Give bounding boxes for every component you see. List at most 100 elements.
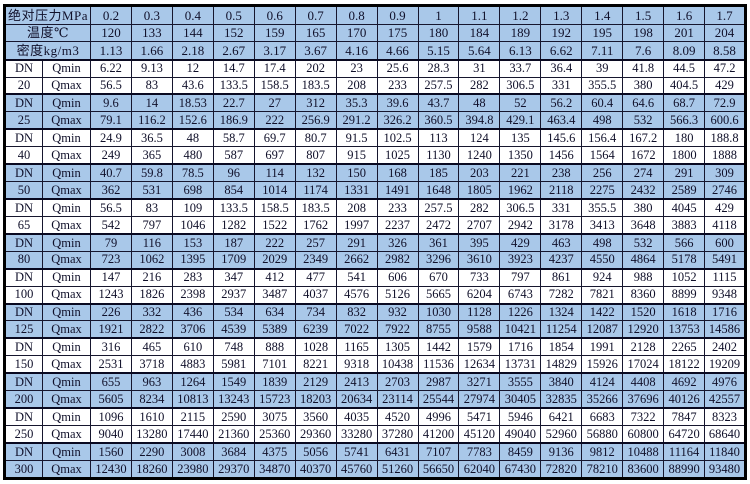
qmax-value-cell: 29370 xyxy=(212,459,255,480)
qmin-value-cell: 216 xyxy=(130,267,173,287)
qmax-value-cell: 5389 xyxy=(253,320,296,339)
qmax-value-cell: 64720 xyxy=(663,424,706,444)
qmax-value-cell: 158.5 xyxy=(253,76,296,95)
dn-number-cell: 100 xyxy=(4,285,43,305)
qmin-value-cell: 1324 xyxy=(540,302,583,322)
pressure-value-cell: 0.3 xyxy=(130,5,173,25)
qmin-value-cell: 1610 xyxy=(130,407,173,426)
qmin-value-cell: 733 xyxy=(458,267,501,287)
qmax-value-cell: 30405 xyxy=(499,390,542,409)
qmin-value-cell: 2590 xyxy=(212,407,255,426)
qmax-value-cell: 2118 xyxy=(540,181,583,200)
qmin-value-cell: 56.2 xyxy=(540,93,583,113)
qmin-value-cell: 11164 xyxy=(663,441,706,461)
pressure-value-cell: 1.4 xyxy=(581,5,624,25)
dn-number-cell: 200 xyxy=(4,390,43,409)
qmin-value-cell: 1549 xyxy=(212,372,255,392)
qmin-value-cell: 116 xyxy=(130,232,173,252)
qmin-value-cell: 347 xyxy=(212,267,255,287)
qmax-value-cell: 9040 xyxy=(90,424,132,444)
qmin-value-cell: 1520 xyxy=(622,302,665,322)
qmax-value-cell: 2589 xyxy=(663,181,706,200)
qmax-value-cell: 25360 xyxy=(253,424,296,444)
qmax-value-cell: 11254 xyxy=(540,320,583,339)
qmin-value-cell: 58.7 xyxy=(212,128,255,148)
qmax-value-cell: 3487 xyxy=(253,285,296,305)
temperature-value-cell: 189 xyxy=(499,23,542,43)
qmin-value-cell: 1128 xyxy=(458,302,501,322)
qmax-value-cell: 2275 xyxy=(581,181,624,200)
qmin-value-cell: 1305 xyxy=(376,337,419,357)
density-value-cell: 5.15 xyxy=(417,41,460,61)
qmax-value-cell: 32835 xyxy=(540,390,583,409)
pressure-value-cell: 1 xyxy=(417,5,460,25)
qmin-value-cell: 306.5 xyxy=(499,197,542,217)
qmin-value-cell: 429 xyxy=(704,197,746,217)
qmin-value-cell: 429 xyxy=(499,232,542,252)
qmin-value-cell: 361 xyxy=(417,232,460,252)
qmin-value-cell: 39 xyxy=(581,58,624,78)
qmin-label-cell: Qmin xyxy=(42,372,91,392)
qmin-value-cell: 2413 xyxy=(335,372,378,392)
qmin-value-cell: 4035 xyxy=(335,407,378,426)
qmin-value-cell: 147 xyxy=(90,267,132,287)
qmin-value-cell: 28.3 xyxy=(417,58,460,78)
qmax-value-cell: 480 xyxy=(171,146,214,165)
pressure-value-cell: 0.7 xyxy=(294,5,337,25)
dn-label-cell: DN xyxy=(4,407,43,426)
qmax-value-cell: 362 xyxy=(90,181,132,200)
qmin-value-cell: 6421 xyxy=(540,407,583,426)
density-value-cell: 5.64 xyxy=(458,41,501,61)
qmax-value-cell: 67430 xyxy=(499,459,542,480)
density-value-cell: 4.16 xyxy=(335,41,378,61)
qmin-value-cell: 932 xyxy=(376,302,419,322)
qmin-value-cell: 64.6 xyxy=(622,93,665,113)
qmin-value-cell: 5741 xyxy=(335,441,378,461)
qmin-value-cell: 17.4 xyxy=(253,58,296,78)
qmax-value-cell: 4550 xyxy=(581,250,624,270)
dn-label-cell: DN xyxy=(4,441,43,461)
qmax-value-cell: 5491 xyxy=(704,250,746,270)
qmax-value-cell: 4118 xyxy=(704,215,746,235)
qmax-value-cell: 249 xyxy=(90,146,132,165)
qmin-value-cell: 187 xyxy=(212,232,255,252)
temperature-value-cell: 159 xyxy=(253,23,296,43)
qmax-value-cell: 45120 xyxy=(458,424,501,444)
qmax-value-cell: 331 xyxy=(540,76,583,95)
density-value-cell: 2.67 xyxy=(212,41,255,61)
dn-label-cell: DN xyxy=(4,163,43,183)
qmax-value-cell: 18203 xyxy=(294,390,337,409)
temperature-value-cell: 133 xyxy=(130,23,173,43)
qmin-value-cell: 80.7 xyxy=(294,128,337,148)
dn20-qmin-row: DN Qmin 6.22 9.13 12 14.7 17.4 202 23 25.6 28.3 31 3… xyxy=(4,58,746,78)
qmax-value-cell: 5981 xyxy=(212,355,255,374)
qmax-value-cell: 8234 xyxy=(130,390,173,409)
qmin-value-cell: 48 xyxy=(171,128,214,148)
qmin-value-cell: 988 xyxy=(622,267,665,287)
qmax-value-cell: 566.3 xyxy=(663,111,706,130)
dn50-qmin-row: DN Qmin 40.7 59.8 78.5 96 114 132 150 168 185 203 22… xyxy=(4,163,746,183)
qmax-label-cell: Qmax xyxy=(42,181,91,200)
qmax-value-cell: 1062 xyxy=(130,250,173,270)
qmin-value-cell: 9.13 xyxy=(130,58,173,78)
qmin-value-cell: 31 xyxy=(458,58,501,78)
qmax-value-cell: 23980 xyxy=(171,459,214,480)
qmax-value-cell: 3413 xyxy=(581,215,624,235)
qmin-value-cell: 655 xyxy=(90,372,132,392)
qmin-value-cell: 606 xyxy=(376,267,419,287)
density-value-cell: 6.62 xyxy=(540,41,583,61)
qmax-label-cell: Qmax xyxy=(42,111,91,130)
qmax-value-cell: 2029 xyxy=(253,250,296,270)
qmax-value-cell: 15926 xyxy=(581,355,624,374)
qmin-value-cell: 5946 xyxy=(499,407,542,426)
qmin-value-cell: 1226 xyxy=(499,302,542,322)
qmin-value-cell: 10488 xyxy=(622,441,665,461)
temperature-value-cell: 165 xyxy=(294,23,337,43)
qmax-value-cell: 27974 xyxy=(458,390,501,409)
qmin-value-cell: 60.4 xyxy=(581,93,624,113)
qmin-value-cell: 43.7 xyxy=(417,93,460,113)
qmax-value-cell: 186.9 xyxy=(212,111,255,130)
qmax-value-cell: 360.5 xyxy=(417,111,460,130)
qmax-value-cell: 78210 xyxy=(581,459,624,480)
density-value-cell: 3.67 xyxy=(294,41,337,61)
